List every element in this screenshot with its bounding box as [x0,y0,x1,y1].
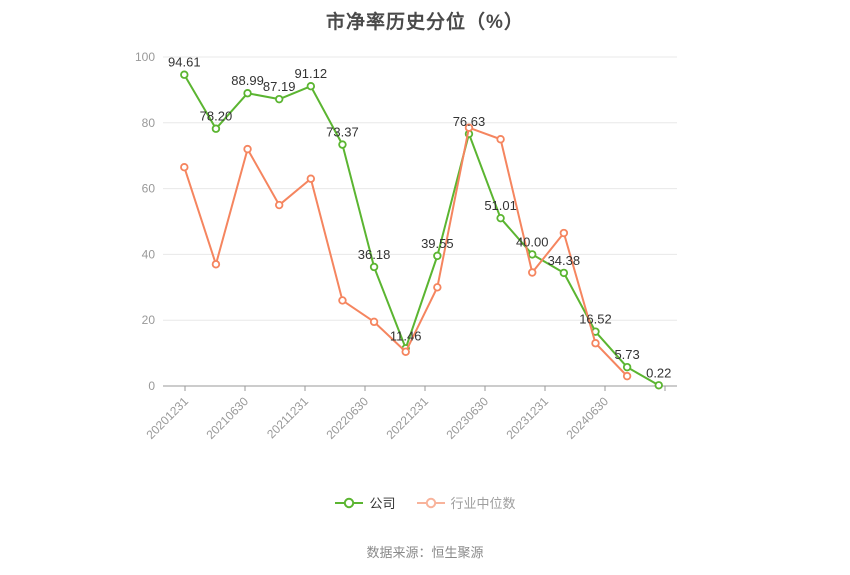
data-point-marker [338,140,347,149]
data-point-marker [591,339,600,348]
data-point-marker [496,135,505,144]
svg-text:60: 60 [142,182,156,196]
svg-text:76.63: 76.63 [453,114,486,129]
svg-text:5.73: 5.73 [614,347,639,362]
svg-text:34.38: 34.38 [548,253,581,268]
svg-text:88.99: 88.99 [231,73,264,88]
legend-item-company[interactable]: 公司 [334,493,396,512]
svg-text:20211231: 20211231 [264,394,311,441]
svg-text:0.22: 0.22 [646,365,671,380]
data-point-marker [433,251,442,261]
data-point-marker [433,283,442,292]
data-point-marker [528,268,537,277]
svg-text:20: 20 [142,313,156,327]
data-point-marker [654,381,663,390]
svg-text:40.00: 40.00 [516,234,549,249]
svg-text:36.18: 36.18 [358,247,391,262]
svg-text:78.20: 78.20 [200,109,233,124]
svg-text:80: 80 [142,116,156,130]
legend-line-marker-icon [335,497,364,508]
data-point-marker [211,124,221,133]
data-point-marker [369,317,379,327]
svg-text:16.52: 16.52 [579,312,612,327]
data-point-marker [559,228,569,238]
x-axis [163,385,677,391]
grid-lines [163,56,677,321]
data-point-marker [464,123,474,132]
data-point-marker [306,174,316,183]
svg-text:51.01: 51.01 [484,198,517,213]
svg-text:20221231: 20221231 [383,394,431,442]
data-point-marker [306,82,316,91]
data-point-marker [243,144,252,154]
series-industry-median [180,123,632,381]
data-source-note: 数据来源：恒生聚源 [366,545,484,560]
data-point-marker [559,268,569,278]
data-point-marker [243,89,252,98]
svg-text:20210630: 20210630 [203,394,251,442]
legend: 公司 行业中位数 [0,493,850,512]
legend-item-industry-median[interactable]: 行业中位数 [416,493,516,512]
x-axis-labels: 20201231 20210630 20211231 20220630 20221231… [143,394,611,442]
svg-text:73.37: 73.37 [326,125,359,140]
svg-text:20201231: 20201231 [143,394,191,442]
svg-text:94.61: 94.61 [168,55,201,70]
svg-text:39.55: 39.55 [421,236,454,251]
series-company [180,70,663,390]
data-point-marker [274,200,284,210]
svg-text:87.19: 87.19 [263,79,296,94]
svg-text:20231231: 20231231 [503,394,551,442]
data-point-marker [622,362,632,372]
y-axis-labels: 0 20 40 60 80 100 [135,50,155,393]
data-point-marker [338,296,347,305]
chart-title: 市净率历史分位（%） [326,12,524,33]
svg-text:20240630: 20240630 [563,394,611,442]
data-point-marker [496,213,505,223]
svg-text:20230630: 20230630 [443,394,491,442]
svg-text:91.12: 91.12 [295,66,328,81]
svg-text:20220630: 20220630 [323,394,371,442]
data-point-marker [180,163,189,172]
svg-text:0: 0 [148,379,155,393]
data-point-marker [211,260,221,269]
data-point-marker [528,250,537,259]
legend-label-company: 公司 [369,496,396,511]
legend-label-industry-median: 行业中位数 [450,496,516,511]
data-point-marker [369,262,379,272]
data-point-marker [622,371,632,381]
svg-text:11.46: 11.46 [390,328,422,343]
svg-text:40: 40 [142,247,156,261]
data-point-marker [180,70,189,79]
line-chart-canvas: 0 20 40 60 80 100 20201231 20210630 20211231 2022… [135,50,677,442]
svg-text:100: 100 [135,50,155,64]
data-point-marker [274,94,284,104]
legend-line-marker-icon [416,497,445,508]
data-point-marker [401,347,410,356]
